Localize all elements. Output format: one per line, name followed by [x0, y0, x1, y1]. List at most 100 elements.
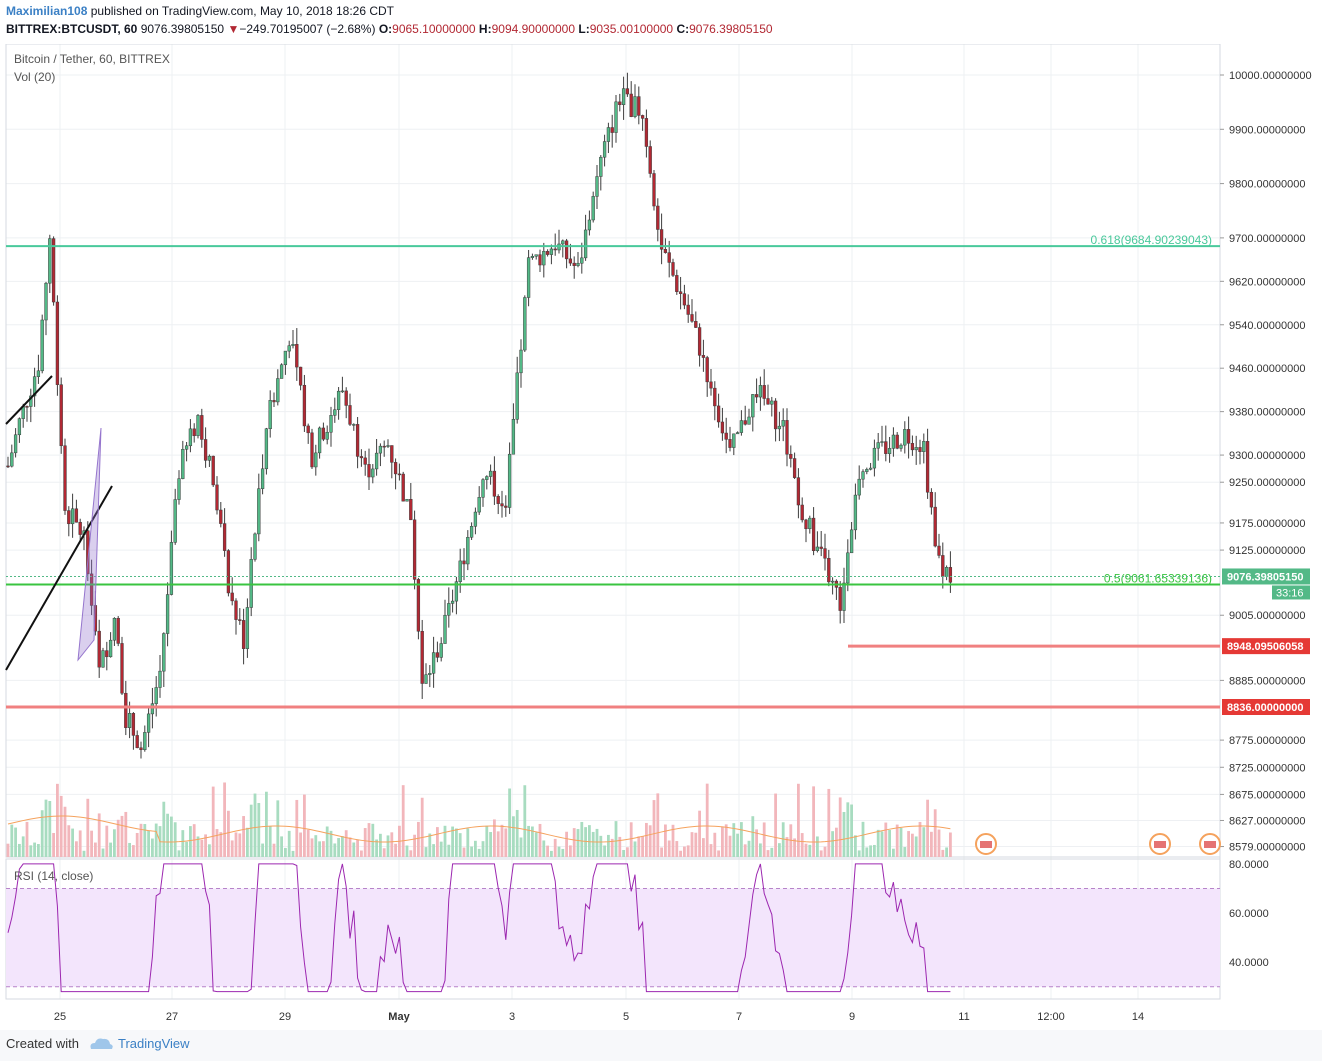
- candle-body: [428, 673, 432, 675]
- time-tick-label: 3: [509, 1011, 515, 1023]
- candle-body: [188, 428, 193, 447]
- volume-bar: [477, 848, 481, 857]
- candle-body: [534, 254, 538, 257]
- candle-body: [230, 592, 234, 602]
- tradingview-brand-link[interactable]: TradingView: [118, 1036, 190, 1051]
- volume-bar: [740, 822, 743, 857]
- volume-bar: [170, 816, 173, 857]
- candle-body: [287, 345, 291, 352]
- candle-body: [139, 747, 143, 750]
- time-tick-label: 9: [849, 1011, 855, 1023]
- candle-body: [310, 432, 314, 468]
- volume-bar: [424, 847, 428, 857]
- volume-bar: [755, 829, 758, 857]
- candle-body: [785, 420, 789, 455]
- high-label: H:: [478, 22, 492, 36]
- candle-body: [162, 633, 166, 672]
- candle-body: [496, 496, 500, 504]
- candle-body: [652, 173, 656, 207]
- candle-body: [618, 101, 622, 105]
- volume-bar: [781, 822, 785, 857]
- volume-bar: [812, 786, 815, 857]
- candle-body: [713, 387, 717, 407]
- candle-body: [800, 504, 804, 521]
- price-tick-label: 8579.00000000: [1229, 842, 1305, 854]
- author-link[interactable]: Maximilian108: [6, 4, 88, 18]
- volume-bar: [850, 804, 853, 857]
- volume-bar: [785, 837, 789, 857]
- volume-bar: [303, 794, 306, 857]
- volume-bar: [641, 836, 644, 857]
- candle-body: [948, 567, 953, 583]
- candle-body: [941, 555, 945, 577]
- volume-bar: [151, 838, 154, 857]
- candle-body: [238, 619, 242, 621]
- volume-bar: [675, 841, 679, 857]
- volume-bar: [561, 848, 565, 857]
- candle-body: [777, 425, 782, 430]
- volume-bar: [645, 822, 648, 857]
- created-with-label: Created with: [6, 1036, 79, 1051]
- countdown-bg: [1272, 585, 1310, 600]
- candle-body: [462, 560, 466, 565]
- candle-body: [842, 582, 846, 611]
- candle-body: [329, 415, 333, 433]
- candle-body: [344, 390, 348, 406]
- economic-event-flag-icon: [980, 841, 992, 848]
- volume-bar: [211, 786, 215, 857]
- candle-body: [219, 509, 223, 524]
- economic-event-flag-icon: [1204, 841, 1216, 848]
- price-tick-label: 9900.00000000: [1229, 124, 1305, 136]
- volume-bar: [348, 837, 352, 857]
- volume-bar: [337, 838, 340, 857]
- volume-bar: [550, 850, 553, 857]
- candle-body: [530, 255, 535, 258]
- volume-bar: [626, 847, 629, 857]
- candle-body: [716, 405, 721, 423]
- volume-bar: [629, 822, 633, 857]
- volume-bar: [553, 838, 557, 857]
- candle-body: [861, 471, 865, 480]
- chart-header: Maximilian108 published on TradingView.c…: [0, 0, 1322, 40]
- candle-body: [431, 652, 436, 674]
- candle-body: [181, 449, 185, 479]
- volume-bar: [287, 830, 291, 857]
- price-tick-label: 9380.00000000: [1229, 407, 1305, 419]
- high-value: 9094.90000000: [491, 22, 576, 36]
- candle-body: [792, 458, 797, 478]
- candle-body: [63, 445, 67, 511]
- candle-body: [697, 327, 702, 356]
- volume-bar: [614, 821, 618, 857]
- candle-body: [614, 101, 618, 133]
- level-tag-upper-bg: [1222, 638, 1310, 655]
- volume-bar: [299, 832, 302, 857]
- volume-bar: [937, 829, 941, 857]
- volume-bar: [534, 832, 538, 857]
- volume-ma-line: [7, 815, 951, 843]
- volume-bar: [344, 830, 348, 857]
- candle-body: [51, 238, 56, 303]
- volume-bar: [246, 827, 249, 857]
- symbol-label: BITTREX:BTCUSDT, 60: [6, 22, 138, 36]
- candle-body: [10, 452, 14, 467]
- volume-bar: [48, 801, 52, 857]
- volume-bar: [371, 823, 375, 857]
- countdown-label: 33:16: [1276, 587, 1304, 599]
- volume-bar: [766, 850, 770, 857]
- candle-body: [591, 196, 595, 221]
- volume-bar: [667, 840, 671, 857]
- chart-canvas[interactable]: 0.618(9684.90239043) 0.5(9061.65339136) 10…: [0, 44, 1322, 1030]
- candle-body: [116, 617, 120, 644]
- volume-bar: [14, 827, 17, 857]
- volume-bar: [580, 821, 584, 857]
- candle-body: [279, 364, 284, 379]
- open-label: O:: [378, 22, 393, 36]
- volume-bar: [762, 822, 766, 857]
- candle-body: [234, 600, 238, 620]
- volume-bar: [436, 827, 439, 857]
- candle-body: [526, 257, 531, 298]
- candle-body: [504, 505, 508, 508]
- change-value: −249.70195007 (−2.68%): [239, 22, 376, 36]
- candle-body: [564, 240, 569, 260]
- volume-bar: [280, 836, 283, 857]
